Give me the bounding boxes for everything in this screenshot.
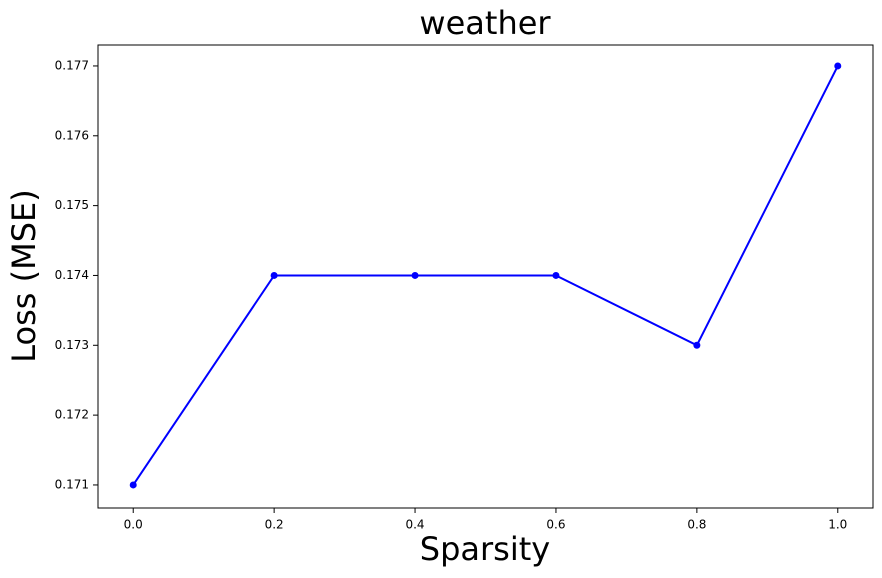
data-point bbox=[411, 271, 419, 279]
plot-frame bbox=[97, 44, 874, 509]
x-tick-label: 0.4 bbox=[405, 518, 424, 532]
y-tick-label: 0.175 bbox=[55, 198, 89, 212]
data-line bbox=[132, 65, 839, 486]
y-tick-label: 0.176 bbox=[55, 128, 89, 142]
x-axis-label: Sparsity bbox=[420, 530, 550, 568]
data-point bbox=[552, 271, 560, 279]
x-tick-label: 0.2 bbox=[265, 518, 284, 532]
y-tick-label: 0.171 bbox=[55, 477, 89, 491]
y-tick-label: 0.173 bbox=[55, 338, 89, 352]
chart-title: weather bbox=[419, 4, 551, 42]
x-tick-label: 0.8 bbox=[687, 518, 706, 532]
y-tick-label: 0.177 bbox=[55, 58, 89, 72]
y-axis-label: Loss (MSE) bbox=[5, 189, 43, 362]
x-tick-label: 0.6 bbox=[546, 518, 565, 532]
x-tick-label: 0.0 bbox=[124, 518, 143, 532]
data-point bbox=[693, 341, 701, 349]
y-tick-label: 0.172 bbox=[55, 408, 89, 422]
data-point bbox=[834, 62, 842, 70]
y-tick-label: 0.174 bbox=[55, 268, 89, 282]
data-point bbox=[270, 271, 278, 279]
data-point bbox=[129, 481, 137, 489]
x-tick-label: 1.0 bbox=[828, 518, 847, 532]
